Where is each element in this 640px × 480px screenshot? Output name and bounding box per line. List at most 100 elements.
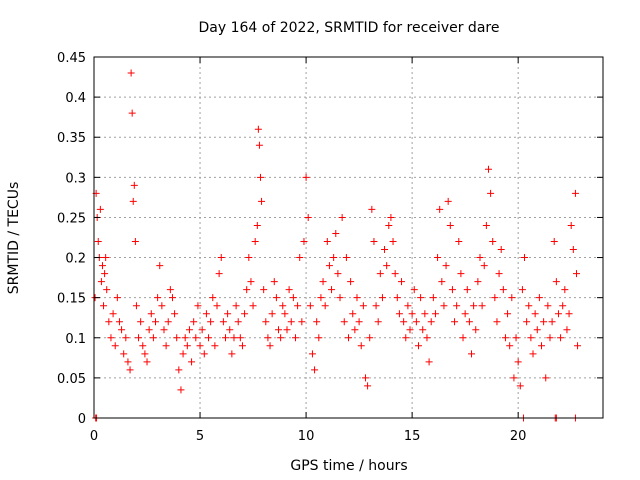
data-point [414,342,422,350]
data-point [531,310,539,318]
data-point [374,318,382,326]
data-point [262,318,270,326]
data-point [213,302,221,310]
data-point [98,262,106,270]
data-point [554,310,562,318]
data-point [188,358,196,366]
data-point [118,326,126,334]
data-point [236,334,244,342]
data-point [130,181,138,189]
data-point [115,318,123,326]
y-tick-label: 0.45 [57,51,86,66]
data-point [366,334,374,342]
data-point [139,342,147,350]
data-point [158,302,166,310]
data-point [306,302,314,310]
data-point [559,302,567,310]
data-point [446,221,454,229]
data-point [234,318,242,326]
data-point [400,318,408,326]
data-point [569,246,577,254]
data-point [334,270,342,278]
data-point [364,382,372,390]
x-tick-label: 5 [196,429,204,444]
data-point [493,318,501,326]
data-point [238,342,246,350]
data-point [247,278,255,286]
data-point [264,334,272,342]
data-point [224,310,232,318]
data-point [298,318,306,326]
data-point [207,318,215,326]
data-point [162,342,170,350]
data-point [504,310,512,318]
data-point [552,278,560,286]
data-point [514,358,522,366]
data-point [332,229,340,237]
x-tick-label: 20 [510,429,527,444]
data-point [387,213,395,221]
y-tick-label: 0.25 [57,211,86,226]
data-point [254,125,262,133]
data-point [179,350,187,358]
data-point [228,350,236,358]
data-point [482,221,490,229]
data-point [501,334,509,342]
data-point [389,238,397,246]
data-point [355,318,363,326]
data-point [283,326,291,334]
y-tick-label: 0.15 [57,292,86,307]
gridlines [94,57,603,418]
data-point [109,310,117,318]
data-point [342,254,350,262]
data-point [272,294,280,302]
data-point [190,318,198,326]
y-tick-label: 0.4 [65,91,86,106]
data-point [408,310,416,318]
data-point [574,342,582,350]
data-point [145,326,153,334]
data-point [398,278,406,286]
data-point [260,286,268,294]
data-point [535,294,543,302]
data-point [221,334,229,342]
data-point [181,334,189,342]
data-point [516,382,524,390]
data-point [406,326,414,334]
data-point [455,238,463,246]
data-point [419,326,427,334]
data-point [164,318,172,326]
data-point [444,197,452,205]
data-point [211,342,219,350]
data-point [340,318,348,326]
data-point [313,318,321,326]
data-point [245,254,253,262]
data-point [103,286,111,294]
data-point [249,302,257,310]
data-point [436,205,444,213]
data-point [491,294,499,302]
data-point [421,310,429,318]
data-point [143,358,151,366]
data-point [378,294,386,302]
data-point [100,302,108,310]
data-point [461,310,469,318]
data-point [571,189,579,197]
data-point [226,326,234,334]
data-point [166,286,174,294]
data-point [385,221,393,229]
data-point [495,270,503,278]
data-point [563,326,571,334]
data-point [127,69,135,77]
data-point [484,165,492,173]
data-point [300,238,308,246]
data-point [451,318,459,326]
data-point [323,238,331,246]
data-point [512,334,520,342]
data-point [506,342,514,350]
data-point [470,302,478,310]
data-point [325,262,333,270]
data-point [241,310,249,318]
data-point [476,254,484,262]
